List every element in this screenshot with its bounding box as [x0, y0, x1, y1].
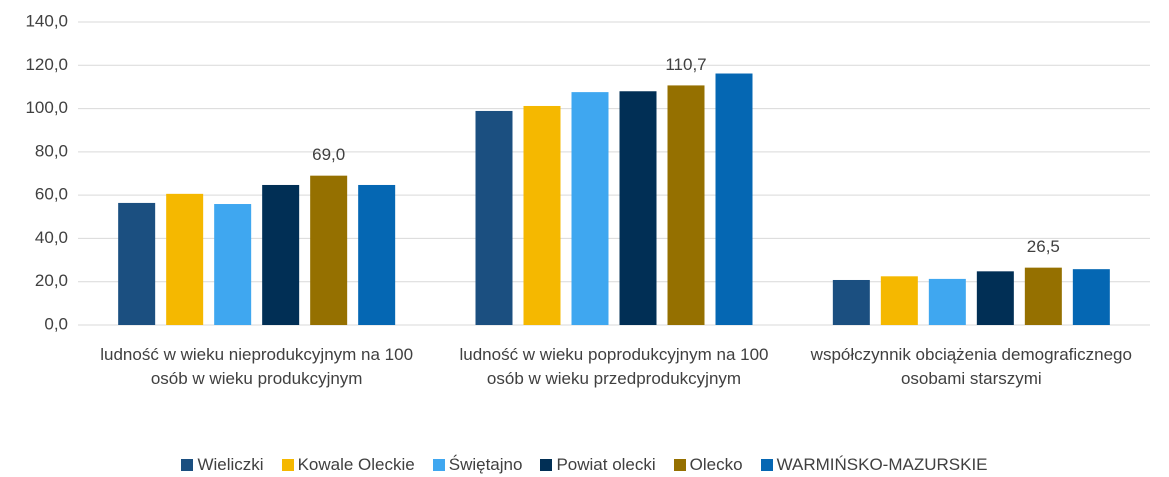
bar	[1072, 269, 1110, 325]
bar	[571, 92, 609, 325]
legend-item: Kowale Oleckie	[281, 455, 415, 475]
y-tick-label: 100,0	[25, 98, 68, 117]
legend-swatch	[760, 459, 773, 471]
bar	[880, 276, 918, 325]
legend-swatch	[540, 459, 553, 471]
legend-item: Wieliczki	[181, 455, 264, 475]
y-tick-label: 40,0	[35, 228, 68, 247]
legend-item: Powiat olecki	[540, 455, 656, 475]
x-tick-label: ludność w wieku poprodukcyjnym na 100 os…	[459, 345, 769, 388]
legend-item: WARMIŃSKO-MAZURSKIE	[760, 455, 988, 475]
legend: Wieliczki Kowale Oleckie Świętajno Powiat o…	[0, 455, 1169, 475]
bar	[358, 184, 396, 325]
bar	[832, 279, 870, 325]
bar	[619, 91, 657, 325]
data-label: 69,0	[312, 145, 345, 164]
y-tick-label: 120,0	[25, 55, 68, 74]
bar	[214, 204, 252, 325]
legend-item: Olecko	[673, 455, 743, 475]
legend-swatch	[432, 459, 445, 471]
x-tick-label: ludność w wieku nieprodukcyjnym na 100 o…	[100, 345, 414, 388]
bar	[928, 278, 966, 325]
legend-label: Powiat olecki	[556, 455, 656, 474]
y-tick-label: 0,0	[44, 314, 68, 333]
x-tick-label: współczynnik obciążenia demograficznego …	[810, 345, 1132, 388]
legend-label: Wieliczki	[197, 455, 264, 474]
bar	[976, 271, 1014, 325]
legend-swatch	[181, 459, 194, 471]
bar	[166, 193, 204, 325]
bar	[262, 184, 300, 325]
data-label: 26,5	[1027, 237, 1060, 256]
legend-label: Świętajno	[448, 455, 523, 474]
legend-item: Świętajno	[432, 455, 523, 475]
data-label: 110,7	[665, 55, 706, 74]
y-tick-label: 20,0	[35, 271, 68, 290]
bar	[667, 85, 705, 325]
y-tick-label: 60,0	[35, 185, 68, 204]
bar	[310, 175, 348, 325]
y-tick-label: 140,0	[25, 11, 68, 30]
bar	[715, 73, 753, 325]
bar	[1024, 267, 1062, 325]
bar	[118, 202, 156, 325]
y-tick-label: 80,0	[35, 141, 68, 160]
legend-label: WARMIŃSKO-MAZURSKIE	[776, 455, 988, 474]
legend-swatch	[673, 459, 686, 471]
bar	[475, 110, 513, 325]
legend-label: Kowale Oleckie	[297, 455, 415, 474]
bar	[523, 105, 561, 325]
legend-swatch	[281, 459, 294, 471]
legend-label: Olecko	[689, 455, 743, 474]
